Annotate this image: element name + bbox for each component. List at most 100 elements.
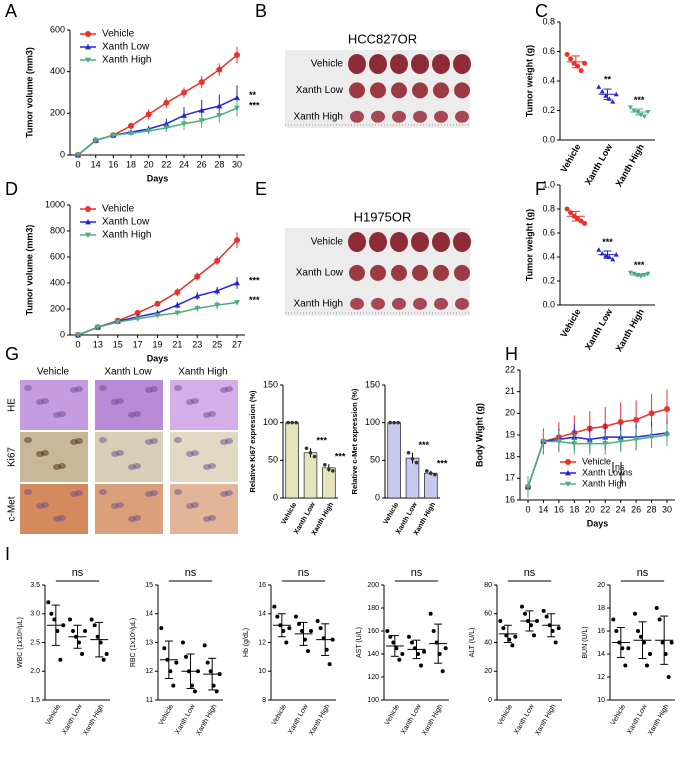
tumor <box>412 82 428 99</box>
marker <box>174 289 181 296</box>
marker <box>75 152 81 158</box>
y-tick-label: 100 <box>263 417 278 427</box>
tumor <box>370 82 386 99</box>
x-tick-label: Xanth Low <box>287 703 310 736</box>
marker <box>234 237 240 244</box>
x-tick-label: Xanth Low <box>513 703 536 736</box>
data-point <box>397 657 402 662</box>
data-point <box>645 663 649 668</box>
panel-letter: F <box>535 179 546 199</box>
marker <box>85 219 91 225</box>
y-tick-label: 1.5 <box>30 697 40 704</box>
data-point <box>202 643 207 648</box>
data-point <box>162 646 167 651</box>
y-tick-label: 14 <box>258 611 266 618</box>
x-tick-label: 22 <box>161 159 171 169</box>
x-tick-label: 16 <box>554 504 564 514</box>
y-tick-label: 140 <box>367 651 379 658</box>
photo-row-label: Xanth Low <box>296 85 344 96</box>
data-point <box>541 608 546 613</box>
x-tick-label: 21 <box>172 339 182 349</box>
data-point <box>331 469 335 473</box>
cell <box>174 385 182 391</box>
y-axis-label: Tumor weight (g) <box>524 45 534 117</box>
cell <box>53 516 61 522</box>
cell <box>53 412 61 418</box>
x-tick-label: Xanth Low <box>174 703 197 736</box>
data-point <box>272 604 277 609</box>
data-point <box>304 446 309 451</box>
cell <box>111 451 119 457</box>
data-point <box>623 663 628 668</box>
y-tick-label: 0.2 <box>542 275 555 285</box>
cell <box>145 387 153 393</box>
cell <box>24 489 32 495</box>
data-point <box>68 617 72 622</box>
data-point <box>284 640 289 645</box>
data-point <box>101 657 106 662</box>
significance: *** <box>335 451 346 461</box>
y-tick-label: 13 <box>145 639 153 646</box>
x-tick-label: Xanth Low <box>626 703 649 736</box>
x-tick-label: 25 <box>212 339 222 349</box>
x-tick-label: Vehicle <box>558 307 582 339</box>
y-tick-label: 100 <box>367 697 379 704</box>
y-axis-label: Relative Ki67 expression (%) <box>248 390 257 493</box>
data-point <box>287 626 292 631</box>
marker <box>154 313 161 319</box>
y-tick-label: 10 <box>258 668 266 675</box>
y-axis-label: Relative c-Met expression (%) <box>350 388 359 494</box>
x-tick-label: 24 <box>179 159 189 169</box>
legend-label: Vehicle <box>102 29 135 40</box>
y-tick-label: 21 <box>505 386 515 396</box>
data-point <box>275 614 280 619</box>
y-tick-label: 16 <box>597 628 605 635</box>
y-axis-label: RBC (1x10⁶/μL) <box>130 618 137 667</box>
marker <box>633 436 640 443</box>
marker <box>565 470 571 476</box>
x-tick-label: 19 <box>152 339 162 349</box>
image-column-label: Xanth Low <box>104 367 152 378</box>
marker <box>648 434 655 441</box>
y-axis-label: Tumor weight (g) <box>524 209 534 281</box>
y-tick-label: 11 <box>146 697 153 704</box>
tumor <box>392 297 406 310</box>
significance: *** <box>317 436 328 446</box>
marker <box>216 113 223 119</box>
marker <box>214 287 221 294</box>
marker <box>181 112 187 118</box>
tumor <box>455 297 469 310</box>
bar <box>424 472 438 499</box>
photo-row-label: Vehicle <box>311 59 344 70</box>
significance: ns <box>411 567 423 579</box>
y-tick-label: 0.4 <box>542 75 555 85</box>
image-column-label: Xanth High <box>178 367 227 378</box>
marker <box>194 305 201 312</box>
data-point <box>501 626 506 631</box>
tumor <box>349 264 365 281</box>
marker <box>648 410 655 417</box>
tumor <box>434 297 448 310</box>
y-tick-label: 12 <box>145 668 153 675</box>
x-tick-label: 28 <box>214 159 224 169</box>
marker <box>216 66 223 73</box>
x-tick-label: 17 <box>133 339 143 349</box>
x-tick-label: 28 <box>647 504 657 514</box>
marker <box>216 103 223 109</box>
marker <box>128 130 134 137</box>
significance: ns <box>298 567 310 579</box>
x-tick-label: 0 <box>525 504 530 514</box>
legend-label: Vehicle <box>582 456 611 466</box>
data-point <box>400 652 405 656</box>
data-point <box>633 611 637 616</box>
significance: *** <box>602 237 613 247</box>
y-tick-label: 60 <box>484 611 492 618</box>
cell <box>174 489 182 495</box>
legend-label: Xanth Low <box>102 42 150 53</box>
bar <box>303 452 318 499</box>
y-axis-label: Hb (g/dL) <box>243 628 250 657</box>
marker <box>568 56 574 62</box>
x-tick-label: Vehicle <box>497 703 514 726</box>
marker <box>114 319 121 325</box>
